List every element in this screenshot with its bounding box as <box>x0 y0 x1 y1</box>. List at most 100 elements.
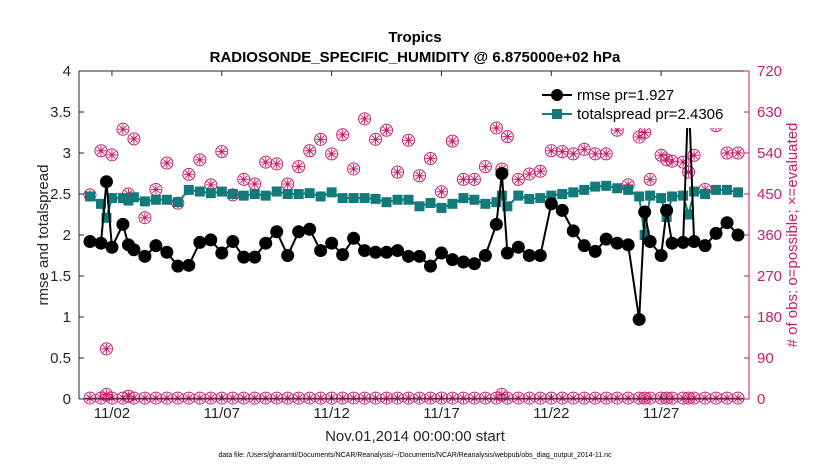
obs-possible-marker <box>445 134 459 148</box>
obs-possible-marker <box>292 160 306 174</box>
rmse-marker <box>127 243 141 257</box>
totalspread-marker <box>106 193 117 204</box>
y-axis-label-right: # of obs: o=possible; ×=evaluated <box>784 123 801 348</box>
bottom-obs-evaluated-marker <box>700 393 711 404</box>
y-tick-label: 0.5 <box>50 350 71 367</box>
y-tick-label: 2 <box>63 227 71 244</box>
obs-evaluated-marker <box>733 148 744 158</box>
obs-evaluated-marker <box>661 154 672 165</box>
bottom-obs-evaluated-marker <box>733 393 744 404</box>
y-tick-label-right: 630 <box>757 104 782 121</box>
y-tick-label-right: 720 <box>757 63 782 80</box>
obs-evaluated-marker <box>634 132 645 143</box>
bottom-obs-evaluated-marker <box>150 393 161 404</box>
rmse-marker <box>654 249 668 262</box>
totalspread-marker <box>238 190 249 201</box>
totalspread-marker <box>491 197 502 208</box>
bottom-obs-evaluated-marker <box>568 393 579 404</box>
rmse-marker <box>380 245 394 259</box>
totalspread-marker <box>117 193 128 204</box>
obs-evaluated-marker <box>293 161 304 172</box>
rmse-marker <box>116 217 130 231</box>
obs-possible-marker <box>215 145 229 159</box>
obs-possible-marker <box>303 144 317 158</box>
obs-evaluated-marker <box>623 179 634 190</box>
bottom-obs-evaluated-marker <box>612 393 623 404</box>
y-tick-label-right: 360 <box>757 227 782 244</box>
rmse-marker <box>495 167 509 180</box>
legend-spread-label: totalspread pr=2.4306 <box>577 106 723 123</box>
y-axis-label: rmse and totalspread <box>35 165 52 306</box>
totalspread-marker <box>634 191 645 202</box>
y-tick-label: 3 <box>63 145 71 162</box>
rmse-marker <box>292 225 306 239</box>
obs-evaluated-marker <box>656 150 667 161</box>
bottom-obs-evaluated-marker <box>425 393 436 404</box>
bottom-obs-evaluated-marker <box>557 393 568 404</box>
bottom-obs-evaluated-marker <box>293 393 304 404</box>
bottom-obs-evaluated-marker <box>315 393 326 404</box>
obs-possible-marker <box>99 342 113 356</box>
rmse-marker <box>391 244 405 258</box>
rmse-marker <box>533 249 547 262</box>
rmse-marker <box>522 249 536 262</box>
obs-possible-marker <box>380 123 394 137</box>
chart-subtitle: RADIOSONDE_SPECIFIC_HUMIDITY @ 6.875000e… <box>210 49 621 66</box>
obs-evaluated-marker <box>359 113 370 124</box>
obs-evaluated-marker <box>260 157 271 168</box>
bottom-obs-possible-marker <box>731 391 745 405</box>
totalspread-marker <box>315 191 326 202</box>
bottom-obs-evaluated-marker <box>172 393 183 404</box>
totalspread-marker <box>436 202 447 213</box>
obs-evaluated-marker <box>139 212 150 223</box>
obs-evaluated-marker <box>667 156 678 167</box>
obs-evaluated-marker <box>491 122 502 133</box>
bottom-obs-evaluated-marker <box>678 393 689 404</box>
obs-possible-marker <box>643 172 657 186</box>
totalspread-marker <box>656 193 667 204</box>
rmse-marker <box>369 245 383 259</box>
legend-rmse-label: rmse pr=1.927 <box>577 87 674 104</box>
x-tick-label: 11/12 <box>313 405 349 422</box>
obs-possible-marker <box>369 132 383 146</box>
bottom-obs-evaluated-marker <box>469 393 480 404</box>
obs-possible-marker <box>687 148 701 162</box>
rmse-marker <box>105 240 119 254</box>
y-tick-label-right: 90 <box>757 350 774 367</box>
rmse-marker <box>566 224 580 238</box>
bottom-obs-evaluated-marker <box>491 393 502 404</box>
totalspread-marker <box>469 194 480 205</box>
legend-rmse-marker <box>551 89 563 101</box>
totalspread-marker <box>381 197 392 208</box>
obs-possible-marker <box>270 157 284 171</box>
totalspread-marker <box>282 189 293 199</box>
totalspread-marker <box>194 186 205 197</box>
totalspread-marker <box>579 184 590 195</box>
bottom-obs-evaluated-marker <box>260 393 271 404</box>
obs-evaluated-marker <box>601 148 612 159</box>
bottom-obs-evaluated-marker <box>370 393 381 404</box>
y-tick-label-right: 0 <box>757 391 765 408</box>
obs-evaluated-marker <box>117 124 128 135</box>
rmse-marker <box>676 235 690 249</box>
obs-possible-marker <box>660 153 674 167</box>
obs-evaluated-marker <box>392 167 403 178</box>
bottom-obs-evaluated-marker <box>683 393 694 404</box>
obs-evaluated-marker <box>469 174 480 185</box>
bottom-obs-evaluated-marker <box>249 393 260 404</box>
y-tick-label-right: 270 <box>757 268 782 285</box>
rmse-marker <box>434 246 448 260</box>
totalspread-marker <box>414 201 425 212</box>
y-tick-label: 4 <box>63 63 71 80</box>
obs-possible-marker <box>314 132 328 146</box>
obs-evaluated-marker <box>123 189 134 199</box>
bottom-obs-evaluated-marker <box>645 393 656 404</box>
bottom-obs-evaluated-marker <box>535 393 546 404</box>
obs-possible-marker <box>193 153 207 167</box>
obs-evaluated-marker <box>381 125 392 136</box>
totalspread-marker <box>337 193 348 204</box>
obs-evaluated-marker <box>678 157 689 168</box>
obs-evaluated-marker <box>480 161 491 172</box>
obs-possible-marker <box>127 132 141 146</box>
totalspread-marker <box>183 184 194 195</box>
